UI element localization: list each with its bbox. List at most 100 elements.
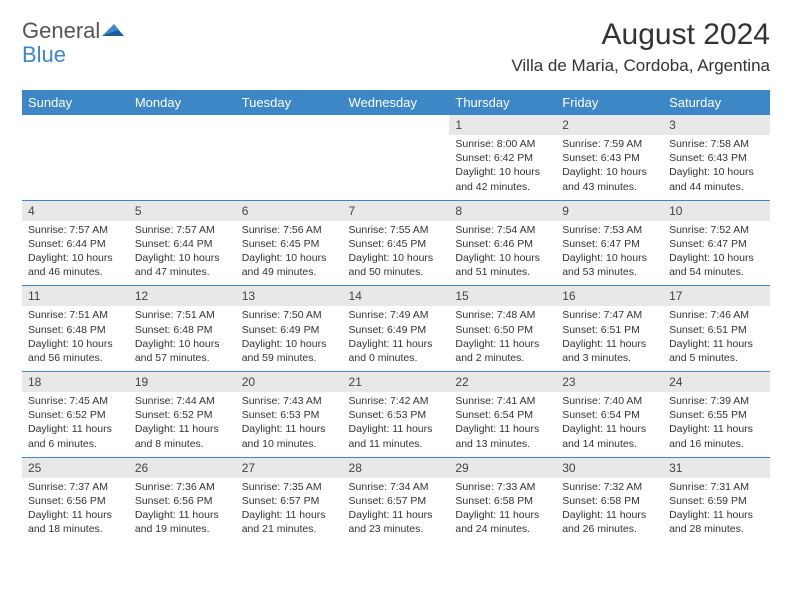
logo-arrow-icon <box>102 18 128 44</box>
detail-line: and 11 minutes. <box>349 437 444 451</box>
detail-line: Sunrise: 7:35 AM <box>242 480 337 494</box>
detail-line: and 13 minutes. <box>455 437 550 451</box>
detail-line: and 59 minutes. <box>242 351 337 365</box>
detail-line: Sunset: 6:47 PM <box>562 237 657 251</box>
day-detail-cell: Sunrise: 7:57 AMSunset: 6:44 PMDaylight:… <box>129 221 236 286</box>
detail-line: and 54 minutes. <box>669 265 764 279</box>
day-detail-cell: Sunrise: 7:41 AMSunset: 6:54 PMDaylight:… <box>449 392 556 457</box>
day-number-cell <box>22 115 129 135</box>
detail-line: Sunset: 6:56 PM <box>135 494 230 508</box>
detail-line: Sunrise: 7:34 AM <box>349 480 444 494</box>
detail-line: Daylight: 11 hours <box>562 508 657 522</box>
day-number-cell: 7 <box>343 200 450 221</box>
logo-text-a: General <box>22 18 100 44</box>
detail-line: Sunset: 6:56 PM <box>28 494 123 508</box>
detail-line: Daylight: 10 hours <box>562 165 657 179</box>
day-number-cell: 16 <box>556 286 663 307</box>
detail-line: Daylight: 10 hours <box>562 251 657 265</box>
detail-line: Sunrise: 7:36 AM <box>135 480 230 494</box>
detail-line: Sunrise: 7:59 AM <box>562 137 657 151</box>
day-detail-cell <box>236 135 343 200</box>
detail-line: and 57 minutes. <box>135 351 230 365</box>
day-header: Thursday <box>449 90 556 115</box>
day-number-cell: 26 <box>129 457 236 478</box>
detail-line: Sunrise: 7:32 AM <box>562 480 657 494</box>
detail-line: Sunrise: 8:00 AM <box>455 137 550 151</box>
day-header: Friday <box>556 90 663 115</box>
detail-line: Sunrise: 7:51 AM <box>28 308 123 322</box>
detail-line: Sunrise: 7:42 AM <box>349 394 444 408</box>
detail-line: and 49 minutes. <box>242 265 337 279</box>
detail-line: and 21 minutes. <box>242 522 337 536</box>
detail-line: and 42 minutes. <box>455 180 550 194</box>
detail-line: Sunrise: 7:41 AM <box>455 394 550 408</box>
day-detail-cell: Sunrise: 7:53 AMSunset: 6:47 PMDaylight:… <box>556 221 663 286</box>
detail-line: Sunrise: 7:47 AM <box>562 308 657 322</box>
detail-line: Sunrise: 7:52 AM <box>669 223 764 237</box>
detail-line: Sunrise: 7:54 AM <box>455 223 550 237</box>
detail-line: Daylight: 11 hours <box>135 422 230 436</box>
day-number-cell: 19 <box>129 372 236 393</box>
detail-line: Sunrise: 7:46 AM <box>669 308 764 322</box>
day-detail-cell: Sunrise: 7:59 AMSunset: 6:43 PMDaylight:… <box>556 135 663 200</box>
day-number-cell: 10 <box>663 200 770 221</box>
detail-line: Sunrise: 7:50 AM <box>242 308 337 322</box>
detail-line: Daylight: 10 hours <box>455 251 550 265</box>
detail-line: and 44 minutes. <box>669 180 764 194</box>
day-number-cell: 20 <box>236 372 343 393</box>
day-detail-cell: Sunrise: 7:39 AMSunset: 6:55 PMDaylight:… <box>663 392 770 457</box>
detail-line: Daylight: 11 hours <box>455 422 550 436</box>
day-detail-cell: Sunrise: 7:50 AMSunset: 6:49 PMDaylight:… <box>236 306 343 371</box>
detail-line: Sunset: 6:44 PM <box>28 237 123 251</box>
day-detail-cell: Sunrise: 7:56 AMSunset: 6:45 PMDaylight:… <box>236 221 343 286</box>
detail-line: Sunrise: 7:33 AM <box>455 480 550 494</box>
detail-line: Sunset: 6:43 PM <box>562 151 657 165</box>
detail-line: Sunset: 6:47 PM <box>669 237 764 251</box>
detail-line: and 51 minutes. <box>455 265 550 279</box>
day-number-cell: 12 <box>129 286 236 307</box>
day-header: Monday <box>129 90 236 115</box>
detail-line: Sunrise: 7:57 AM <box>135 223 230 237</box>
detail-line: Daylight: 10 hours <box>28 337 123 351</box>
detail-line: Sunrise: 7:57 AM <box>28 223 123 237</box>
detail-line: Sunset: 6:55 PM <box>669 408 764 422</box>
detail-line: Sunset: 6:52 PM <box>135 408 230 422</box>
detail-line: Sunset: 6:51 PM <box>562 323 657 337</box>
detail-line: Sunrise: 7:45 AM <box>28 394 123 408</box>
detail-line: Sunset: 6:54 PM <box>455 408 550 422</box>
day-detail-cell: Sunrise: 7:51 AMSunset: 6:48 PMDaylight:… <box>22 306 129 371</box>
detail-line: Daylight: 11 hours <box>28 422 123 436</box>
day-detail-cell: Sunrise: 7:35 AMSunset: 6:57 PMDaylight:… <box>236 478 343 543</box>
day-number-cell: 23 <box>556 372 663 393</box>
detail-line: Sunrise: 7:31 AM <box>669 480 764 494</box>
detail-line: Sunset: 6:58 PM <box>455 494 550 508</box>
day-number-cell: 29 <box>449 457 556 478</box>
detail-line: and 50 minutes. <box>349 265 444 279</box>
day-detail-cell <box>22 135 129 200</box>
detail-line: Daylight: 11 hours <box>669 337 764 351</box>
day-number-cell: 5 <box>129 200 236 221</box>
day-number-cell: 25 <box>22 457 129 478</box>
day-number-cell: 31 <box>663 457 770 478</box>
day-detail-cell: Sunrise: 7:46 AMSunset: 6:51 PMDaylight:… <box>663 306 770 371</box>
day-detail-cell: Sunrise: 7:32 AMSunset: 6:58 PMDaylight:… <box>556 478 663 543</box>
logo: General <box>22 18 130 44</box>
day-detail-cell: Sunrise: 7:31 AMSunset: 6:59 PMDaylight:… <box>663 478 770 543</box>
day-number-cell: 1 <box>449 115 556 135</box>
detail-line: Sunset: 6:57 PM <box>349 494 444 508</box>
day-header: Saturday <box>663 90 770 115</box>
detail-line: and 16 minutes. <box>669 437 764 451</box>
day-number-cell: 3 <box>663 115 770 135</box>
detail-line: Daylight: 11 hours <box>562 337 657 351</box>
detail-line: Daylight: 10 hours <box>135 337 230 351</box>
day-number-cell: 2 <box>556 115 663 135</box>
day-header: Wednesday <box>343 90 450 115</box>
detail-line: Daylight: 11 hours <box>669 422 764 436</box>
detail-line: Sunset: 6:43 PM <box>669 151 764 165</box>
day-number-cell: 13 <box>236 286 343 307</box>
day-detail-cell: Sunrise: 7:36 AMSunset: 6:56 PMDaylight:… <box>129 478 236 543</box>
detail-line: Daylight: 10 hours <box>242 337 337 351</box>
day-detail-cell: Sunrise: 7:51 AMSunset: 6:48 PMDaylight:… <box>129 306 236 371</box>
day-number-cell: 30 <box>556 457 663 478</box>
day-detail-cell: Sunrise: 7:52 AMSunset: 6:47 PMDaylight:… <box>663 221 770 286</box>
